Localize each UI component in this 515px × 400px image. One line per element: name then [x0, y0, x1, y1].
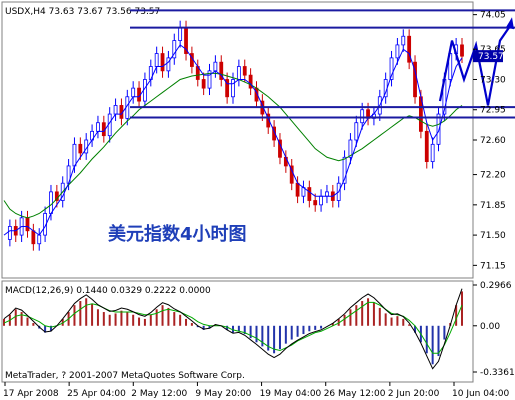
candle-body [172, 40, 177, 59]
candle-body [342, 156, 347, 184]
candle-body [213, 61, 218, 72]
candle-body [72, 143, 77, 167]
candle-body [96, 122, 100, 132]
ma-slow-line [3, 72, 463, 219]
current-price-box [473, 50, 503, 63]
candle-body [424, 130, 429, 163]
chart-annotation: 美元指数4小时图 [108, 223, 247, 245]
candle-body [178, 27, 183, 41]
candle-body [225, 79, 230, 98]
macd-tick-label: -0.3361 [480, 368, 515, 378]
candle-body [201, 79, 206, 89]
time-tick-label: 25 Apr 04:00 [67, 389, 126, 399]
candle-body [236, 66, 241, 80]
candle-body [166, 57, 171, 72]
copyright-label: MetaTrader, ? 2001-2007 MetaQuotes Softw… [5, 371, 245, 381]
price-tick-label: 73.30 [480, 75, 506, 85]
time-tick-label: 2 May 12:00 [131, 389, 187, 399]
candle-body [319, 195, 323, 206]
time-axis: 17 Apr 2008 25 Apr 04:00 2 May 12:00 9 May … [3, 382, 509, 399]
macd-tick-label: 0.2966 [480, 281, 512, 291]
moving-averages [3, 44, 463, 236]
projection-path [438, 17, 514, 106]
candle-body [154, 53, 159, 67]
projection-line [438, 22, 513, 106]
price-tick-label: 72.60 [480, 136, 506, 146]
candle-body [54, 191, 59, 201]
candle-body [360, 109, 365, 124]
time-tick-label: 9 May 20:00 [195, 389, 251, 399]
candle-body [131, 87, 136, 98]
candle-body [307, 187, 312, 201]
price-tick-label: 72.20 [480, 171, 506, 181]
symbol-label: USDX,H4 73.63 73.67 73.56 73.57 [5, 7, 160, 17]
candle-body [325, 191, 329, 197]
candle-body [401, 35, 406, 46]
macd-panel-frame [1, 280, 474, 383]
ma-fast-line [3, 44, 463, 236]
candle-body [113, 105, 118, 115]
price-tick-label: 71.15 [480, 261, 506, 271]
candle-body [160, 53, 165, 72]
channel-lines [130, 9, 515, 119]
candle-body [7, 226, 12, 240]
price-tick-label: 71.50 [480, 231, 506, 241]
price-axis: 74.0573.6573.3072.9572.6072.2071.8571.50… [473, 11, 506, 271]
candle-body [395, 44, 400, 59]
time-tick-label: 2 Jun 20:00 [388, 389, 440, 399]
candle-body [407, 35, 412, 63]
candle-body [49, 191, 53, 214]
macd-panel: MACD(12,26,9) 0.1440 0.0329 0.2222 0.000… [1, 280, 474, 383]
candle-body [78, 143, 83, 154]
macd-axis: 0.2966 0.00 -0.3361 [473, 281, 515, 378]
macd-histogram [3, 291, 463, 365]
price-panel: USDX,H4 73.63 73.67 73.56 73.57 美元指数4小时图 [1, 1, 515, 279]
candle-body [31, 230, 36, 245]
candle-body [354, 122, 359, 141]
macd-main-line [3, 288, 463, 370]
macd-lines [3, 288, 463, 370]
price-tick-label: 71.85 [480, 201, 506, 211]
time-tick-label: 17 Apr 2008 [3, 389, 59, 399]
candle-body [219, 61, 224, 80]
projection-arrowhead [506, 17, 514, 30]
candle-body [389, 57, 394, 80]
candle-body [430, 143, 435, 163]
time-tick-label: 19 May 04:00 [260, 389, 322, 399]
candle-body [231, 79, 235, 98]
price-tick-label: 74.05 [480, 11, 506, 21]
time-tick-label: 10 Jun 04:00 [452, 389, 509, 399]
candle-body [25, 217, 30, 232]
candle-body [348, 139, 353, 158]
macd-label: MACD(12,26,9) 0.1440 0.0329 0.2222 0.000… [5, 286, 211, 296]
candle-body [295, 182, 300, 197]
candle-body [242, 66, 247, 76]
current-price-label: 73.57 [478, 52, 504, 62]
candle-body [436, 113, 441, 145]
time-tick-label: 26 May 12:00 [324, 389, 386, 399]
candle-body [207, 70, 212, 89]
candle-body [248, 74, 253, 89]
macd-tick-label: 0.00 [480, 322, 500, 332]
candle-body [37, 234, 42, 245]
candle-body [313, 200, 318, 206]
price-tick-label: 72.95 [480, 106, 506, 116]
candle-body [460, 44, 464, 57]
